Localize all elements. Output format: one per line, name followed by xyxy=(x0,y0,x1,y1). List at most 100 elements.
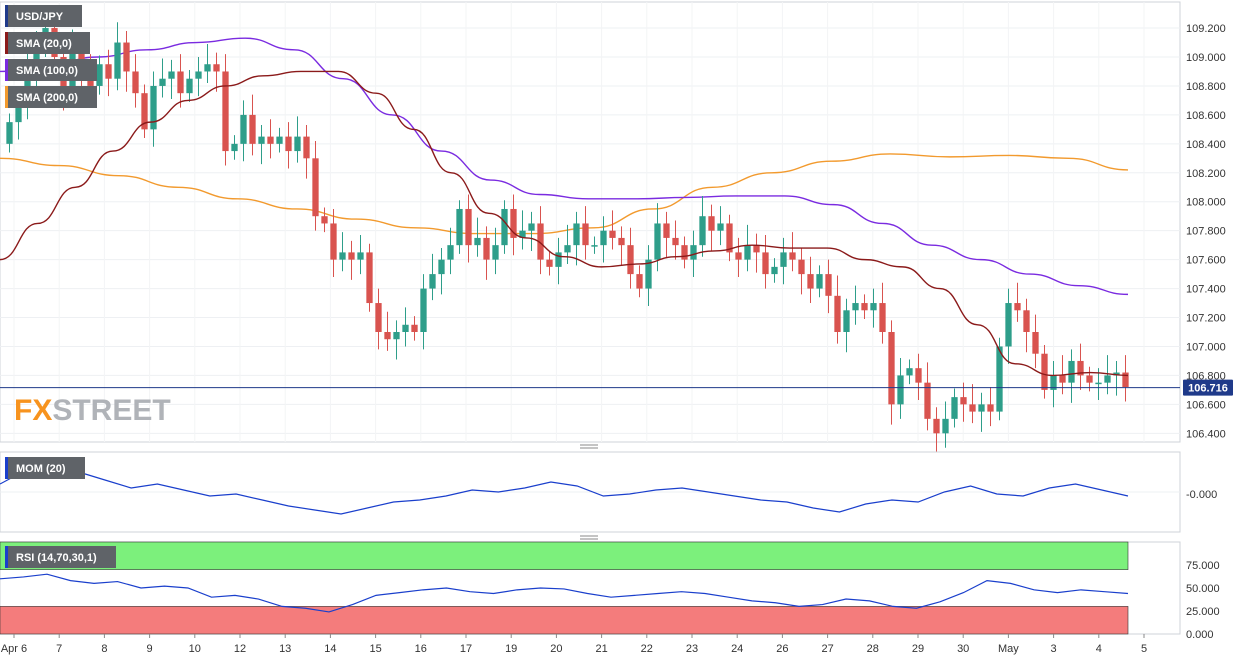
candle-body xyxy=(744,245,751,260)
candle-body xyxy=(528,223,535,231)
candle-body xyxy=(879,303,886,332)
price-tick-label: 106.800 xyxy=(1186,370,1226,382)
candle-body xyxy=(771,266,778,275)
candle-body xyxy=(429,274,436,289)
candle-body xyxy=(141,93,148,130)
price-tick-label: 107.600 xyxy=(1186,255,1226,267)
candle-body xyxy=(258,136,265,144)
time-tick-label: Apr 6 xyxy=(1,643,27,655)
candle-body xyxy=(717,223,724,231)
legend-rsi-bg xyxy=(5,546,116,568)
legend-sma100-bg xyxy=(5,59,97,81)
time-tick-label: 24 xyxy=(731,643,743,655)
candle-body xyxy=(627,245,634,275)
current-price-badge-bg xyxy=(1183,379,1233,396)
candle-body xyxy=(726,223,733,253)
candle-body xyxy=(798,259,805,275)
candle-body xyxy=(204,64,211,72)
candle-body xyxy=(168,71,175,79)
legend-sma20[interactable]: SMA (20,0) xyxy=(5,32,90,54)
candle-body xyxy=(951,397,958,419)
panel-splitter-2[interactable] xyxy=(580,535,598,540)
candle-body xyxy=(933,418,940,434)
candle-body xyxy=(807,274,814,289)
candle-body xyxy=(600,230,607,246)
candle-body xyxy=(609,230,616,238)
time-tick-label: 17 xyxy=(460,643,472,655)
time-tick-label: 20 xyxy=(550,643,562,655)
price-tick-label: 108.000 xyxy=(1186,197,1226,209)
candle-body xyxy=(303,136,310,159)
candle-body xyxy=(150,85,157,130)
sma20-line xyxy=(0,70,1129,377)
price-tick-label: 106.400 xyxy=(1186,428,1226,440)
time-tick-label: 12 xyxy=(234,643,246,655)
price-tick-label: 107.200 xyxy=(1186,313,1226,325)
legend-sma100[interactable]: SMA (100,0) xyxy=(5,59,97,81)
candlestick-series xyxy=(6,10,1129,454)
candle-body xyxy=(312,158,319,217)
candle-body xyxy=(987,404,994,412)
legend-rsi[interactable]: RSI (14,70,30,1) xyxy=(5,546,116,568)
rsi-axis-ticks: 0.000 25.000 50.000 75.000 xyxy=(1186,560,1220,641)
watermark: FXSTREET xyxy=(14,394,171,427)
candle-body xyxy=(996,346,1003,412)
candle-body xyxy=(582,223,589,246)
candle-body xyxy=(1095,382,1102,385)
candle-body xyxy=(573,223,580,246)
rsi-tick-label: 75.000 xyxy=(1186,560,1220,572)
panel-splitter-1[interactable] xyxy=(580,444,598,449)
rsi-tick-label: 25.000 xyxy=(1186,606,1220,618)
rsi-tick-label: 50.000 xyxy=(1186,583,1220,595)
candle-body xyxy=(375,303,382,332)
legend-symbol[interactable]: USD/JPY xyxy=(5,5,82,27)
candle-body xyxy=(753,245,760,253)
candle-body xyxy=(906,368,913,376)
candle-body xyxy=(249,114,256,144)
candle-body xyxy=(888,332,895,405)
time-tick-label: 4 xyxy=(1096,643,1102,655)
candle-body xyxy=(546,259,553,267)
legend-sma20-bg xyxy=(5,32,90,54)
price-axis-ticks: 106.400 106.600 106.800 107.000 107.200 107.4… xyxy=(1186,23,1226,440)
time-tick-label: 30 xyxy=(957,643,969,655)
candle-body xyxy=(645,259,652,289)
candle-body xyxy=(1122,372,1129,387)
momentum-series xyxy=(0,461,1180,515)
legend-sma200-swatch xyxy=(5,86,8,108)
time-tick-label: 15 xyxy=(369,643,381,655)
candle-body xyxy=(564,245,571,253)
candle-body xyxy=(195,71,202,79)
candle-body xyxy=(411,324,418,332)
rsi-overbought-zone xyxy=(0,541,1129,570)
rsi-tick-label: 0.000 xyxy=(1186,629,1214,641)
candle-body xyxy=(1032,332,1039,354)
sma200-line xyxy=(0,153,1129,235)
candle-body xyxy=(654,223,661,260)
candle-body xyxy=(321,216,328,224)
candle-body xyxy=(789,252,796,260)
time-tick-label: 3 xyxy=(1051,643,1057,655)
legend-sma200[interactable]: SMA (200,0) xyxy=(5,86,97,108)
candle-body xyxy=(663,223,670,238)
price-tick-label: 109.200 xyxy=(1186,23,1226,35)
time-tick-label: 28 xyxy=(867,643,879,655)
price-tick-label: 107.000 xyxy=(1186,341,1226,353)
candle-body xyxy=(591,245,598,247)
time-tick-label: 29 xyxy=(912,643,924,655)
candle-body xyxy=(1041,353,1048,390)
legend-momentum[interactable]: MOM (20) xyxy=(5,457,85,479)
legend-sma20-label: SMA (20,0) xyxy=(16,38,72,50)
candle-body xyxy=(924,382,931,419)
candle-body xyxy=(267,136,274,144)
candle-body xyxy=(366,252,373,304)
candle-body xyxy=(537,223,544,260)
time-tick-label: 22 xyxy=(641,643,653,655)
candle-body xyxy=(1068,360,1075,383)
candle-body xyxy=(96,64,103,86)
candle-body xyxy=(681,245,688,260)
legend-momentum-swatch xyxy=(5,457,8,479)
candle-body xyxy=(357,252,364,260)
time-tick-label: 10 xyxy=(189,643,201,655)
